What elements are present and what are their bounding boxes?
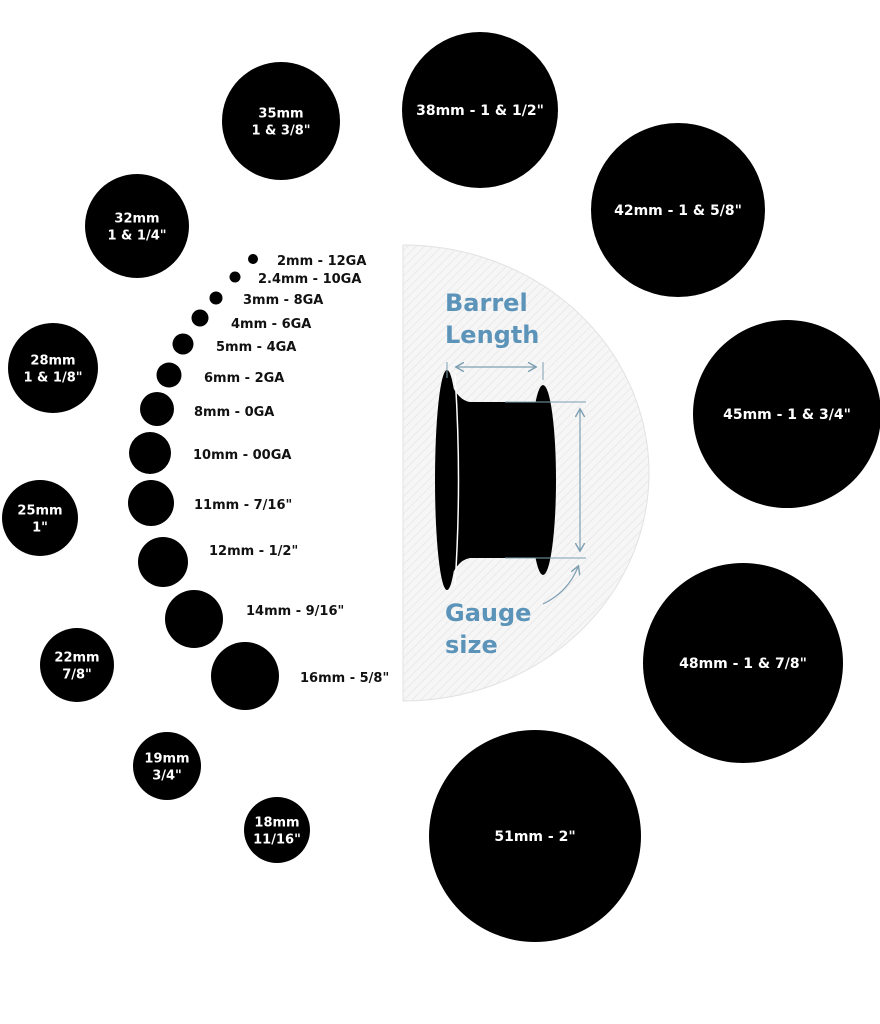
gauge-circle <box>229 271 241 283</box>
gauge-circle <box>2 480 78 556</box>
gauge-label: 48mm - 1 & 7/8" <box>679 656 807 672</box>
gauge-item: 51mm - 2" <box>429 730 641 942</box>
gauge-item: 25mm 1" <box>2 480 78 556</box>
gauge-item: 38mm - 1 & 1/2" <box>402 32 558 188</box>
gauge-item: 3mm - 8GA <box>209 291 323 308</box>
gauge-size-label: Gauge size <box>445 599 540 659</box>
plug-diagram-panel: Barrel Length Gauge size <box>402 244 650 702</box>
barrel-length-label: Barrel Length <box>445 289 539 349</box>
gauge-label: 32mm <box>114 212 159 227</box>
gauge-circle <box>244 797 310 863</box>
gauge-item: 14mm - 9/16" <box>165 590 344 648</box>
gauge-label: 1 & 3/8" <box>251 124 310 139</box>
gauge-item: 35mm 1 & 3/8" <box>222 62 340 180</box>
gauge-circle <box>129 432 171 474</box>
gauge-circle <box>8 323 98 413</box>
gauge-label: 25mm <box>17 504 62 519</box>
gauge-circle <box>138 537 188 587</box>
gauge-item: 11mm - 7/16" <box>128 480 292 526</box>
gauge-circle <box>85 174 189 278</box>
gauge-circle <box>165 590 223 648</box>
gauge-item: 45mm - 1 & 3/4" <box>693 320 880 508</box>
plug-illustration <box>435 370 556 590</box>
gauge-circle <box>693 320 880 508</box>
gauge-circle <box>248 254 258 264</box>
gauge-item: 42mm - 1 & 5/8" <box>591 123 765 297</box>
gauge-label: 5mm - 4GA <box>216 340 296 355</box>
gauge-label: 38mm - 1 & 1/2" <box>416 103 544 119</box>
gauge-circle <box>402 32 558 188</box>
gauge-label: 1 & 1/8" <box>23 371 82 386</box>
gauge-item: 32mm 1 & 1/4" <box>85 174 189 278</box>
gauge-circle <box>209 291 223 305</box>
gauge-pointer-arrow <box>542 567 578 605</box>
gauge-label: 35mm <box>258 107 303 122</box>
gauge-label: 18mm <box>254 816 299 831</box>
gauge-circle <box>429 730 641 942</box>
gauge-label: 1 & 1/4" <box>107 229 166 244</box>
gauge-label: 12mm - 1/2" <box>209 544 298 559</box>
gauge-label: 6mm - 2GA <box>204 371 284 386</box>
gauge-label: 4mm - 6GA <box>231 317 311 332</box>
dimension-guides <box>446 362 586 605</box>
gauge-circle <box>191 309 209 327</box>
gauge-label: 45mm - 1 & 3/4" <box>723 407 851 423</box>
small-gauge-series: 2mm - 12GA 2.4mm - 10GA 3mm - 8GA 4mm - 6GA… <box>128 254 389 710</box>
gauge-label: 8mm - 0GA <box>194 405 274 420</box>
gauge-label: 19mm <box>144 752 189 767</box>
gauge-label: 3mm - 8GA <box>243 293 323 308</box>
gauge-label: 11/16" <box>253 833 301 848</box>
gauge-label: 22mm <box>54 651 99 666</box>
gauge-circle <box>591 123 765 297</box>
large-gauge-series: 18mm 11/16" 19mm 3/4" 22mm 7/8" 25mm 1" 28mm 1 & … <box>2 32 880 942</box>
gauge-circle <box>128 480 174 526</box>
gauge-circle <box>133 732 201 800</box>
gauge-label: 7/8" <box>62 668 92 683</box>
gauge-label: 1" <box>32 521 48 536</box>
gauge-item: 4mm - 6GA <box>191 309 311 332</box>
gauge-label: 14mm - 9/16" <box>246 604 344 619</box>
gauge-item: 16mm - 5/8" <box>211 642 389 710</box>
gauge-label: 10mm - 00GA <box>193 448 291 463</box>
gauge-label: 51mm - 2" <box>494 829 575 845</box>
gauge-circle <box>140 392 174 426</box>
gauge-item: 6mm - 2GA <box>156 362 284 388</box>
gauge-label: 3/4" <box>152 769 182 784</box>
gauge-circle <box>156 362 182 388</box>
gauge-item: 18mm 11/16" <box>244 797 310 863</box>
gauge-label: 16mm - 5/8" <box>300 671 389 686</box>
plug-front-flange <box>435 370 459 590</box>
gauge-label: 11mm - 7/16" <box>194 498 292 513</box>
gauge-circle <box>40 628 114 702</box>
gauge-label: 2mm - 12GA <box>277 254 366 269</box>
gauge-item: 10mm - 00GA <box>129 432 291 474</box>
gauge-circle <box>643 563 843 763</box>
gauge-item: 2mm - 12GA <box>248 254 366 269</box>
gauge-item: 8mm - 0GA <box>140 392 274 426</box>
gauge-item: 19mm 3/4" <box>133 732 201 800</box>
gauge-circle <box>222 62 340 180</box>
gauge-item: 12mm - 1/2" <box>138 537 298 587</box>
gauge-label: 2.4mm - 10GA <box>258 272 361 287</box>
gauge-item: 28mm 1 & 1/8" <box>8 323 98 413</box>
gauge-item: 48mm - 1 & 7/8" <box>643 563 843 763</box>
gauge-item: 5mm - 4GA <box>172 333 296 355</box>
gauge-item: 2.4mm - 10GA <box>229 271 361 287</box>
gauge-label: 42mm - 1 & 5/8" <box>614 203 742 219</box>
gauge-circle <box>172 333 194 355</box>
gauge-item: 22mm 7/8" <box>40 628 114 702</box>
gauge-circle <box>211 642 279 710</box>
gauge-label: 28mm <box>30 354 75 369</box>
